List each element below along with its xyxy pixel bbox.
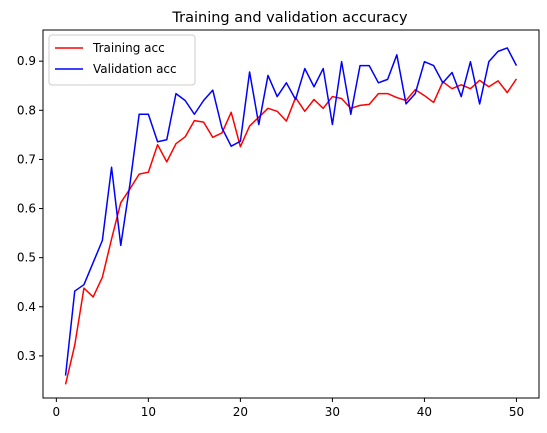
legend: Training acc Validation acc — [49, 35, 195, 85]
legend-label: Training acc — [92, 41, 165, 55]
y-tick-label: 0.4 — [17, 300, 36, 314]
x-tick-label: 50 — [509, 405, 524, 419]
y-tick-label: 0.9 — [17, 54, 36, 68]
y-tick-label: 0.3 — [17, 349, 36, 363]
x-tick-label: 40 — [417, 405, 432, 419]
chart-title: Training and validation accuracy — [171, 10, 408, 26]
y-tick-label: 0.6 — [17, 202, 36, 216]
y-tick-label: 0.7 — [17, 152, 36, 166]
y-tick-label: 0.5 — [17, 251, 36, 265]
x-tick-label: 20 — [233, 405, 248, 419]
x-tick-label: 10 — [141, 405, 156, 419]
x-tick-label: 0 — [53, 405, 61, 419]
x-tick-label: 30 — [325, 405, 340, 419]
legend-label: Validation acc — [93, 62, 177, 76]
y-tick-label: 0.8 — [17, 103, 36, 117]
